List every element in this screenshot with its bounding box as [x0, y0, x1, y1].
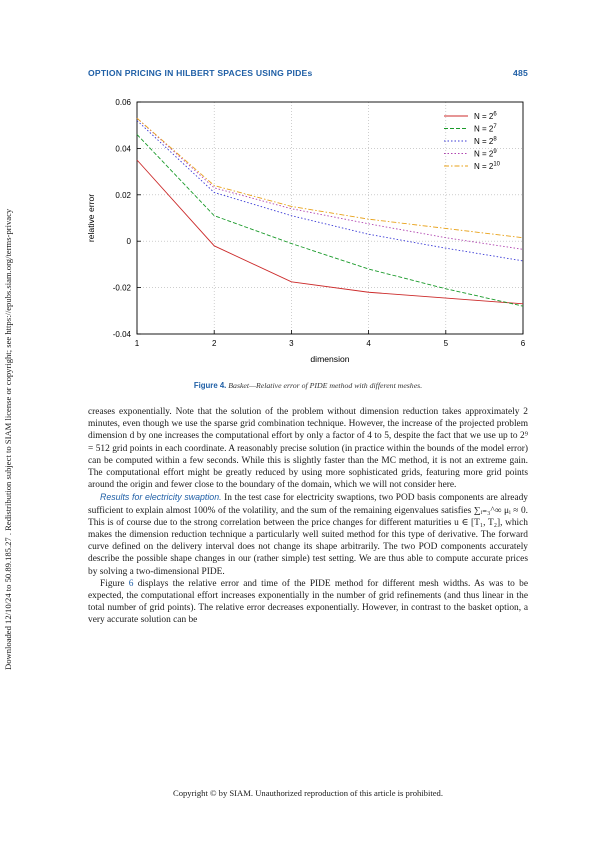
x-tick-label: 4: [366, 339, 371, 348]
paragraph-1: creases exponentially. Note that the sol…: [88, 407, 528, 491]
paragraph-2-text: In the test case for electricity swaptio…: [88, 493, 528, 577]
figure-caption-text: Basket—Relative error of PIDE method wit…: [228, 381, 423, 390]
body-text: creases exponentially. Note that the sol…: [88, 406, 528, 627]
y-tick-label: -0.02: [113, 284, 132, 293]
x-tick-label: 5: [444, 339, 449, 348]
figure-4: 1 2 3 4 5 6 0.06 0.04 0.02 0 -0.02 -0.04 dimension re…: [80, 94, 540, 374]
series-line-3: [136, 120, 524, 262]
x-tick-label: 2: [212, 339, 217, 348]
download-notice-text: Downloaded 12/10/24 to 50.89.185.27 . Re…: [3, 208, 13, 670]
x-tick-label: 1: [135, 339, 140, 348]
x-axis-label: dimension: [310, 354, 349, 364]
paragraph-3-start: Figure: [100, 578, 129, 589]
x-tick-label: 3: [289, 339, 294, 348]
series-line-1: [136, 159, 524, 305]
legend-entry: N = 210: [474, 162, 501, 172]
series-line-4: [136, 117, 524, 250]
x-tick-label: 6: [521, 339, 526, 348]
y-tick-label: 0.02: [115, 191, 131, 200]
y-tick-label: -0.04: [113, 330, 132, 339]
paragraph-3: Figure 6 displays the relative error and…: [88, 578, 528, 627]
legend-entry: N = 28: [474, 137, 497, 147]
page-number: 485: [513, 68, 528, 78]
y-axis-label: relative error: [86, 194, 96, 242]
y-tick-label: 0.04: [115, 144, 131, 153]
series-line-5: [136, 117, 524, 239]
y-tick-label: 0: [127, 237, 132, 246]
relative-error-chart: 1 2 3 4 5 6 0.06 0.04 0.02 0 -0.02 -0.04 dimension re…: [86, 98, 526, 364]
legend-entry: N = 29: [474, 149, 497, 159]
paragraph-3-text: displays the relative error and time of …: [88, 578, 528, 626]
download-notice: Downloaded 12/10/24 to 50.89.185.27 . Re…: [3, 150, 17, 670]
series-line-2: [136, 134, 524, 307]
y-tick-label: 0.06: [115, 98, 131, 107]
legend-entry: N = 27: [474, 124, 497, 134]
copyright-footer: Copyright © by SIAM. Unauthorized reprod…: [172, 788, 444, 798]
running-header: OPTION PRICING IN HILBERT SPACES USING P…: [88, 68, 528, 78]
paragraph-heading: Results for electricity swaption.: [100, 492, 222, 503]
running-title: OPTION PRICING IN HILBERT SPACES USING P…: [88, 68, 313, 78]
figure-label: Figure 4.: [193, 381, 227, 390]
figure-reference-link[interactable]: 6: [128, 578, 134, 589]
figure-caption: Figure 4. Basket—Relative error of PIDE …: [88, 381, 528, 390]
legend-entry: N = 26: [474, 112, 497, 122]
plot-frame: [136, 101, 524, 335]
paragraph-2: Results for electricity swaption. In the…: [88, 491, 528, 577]
